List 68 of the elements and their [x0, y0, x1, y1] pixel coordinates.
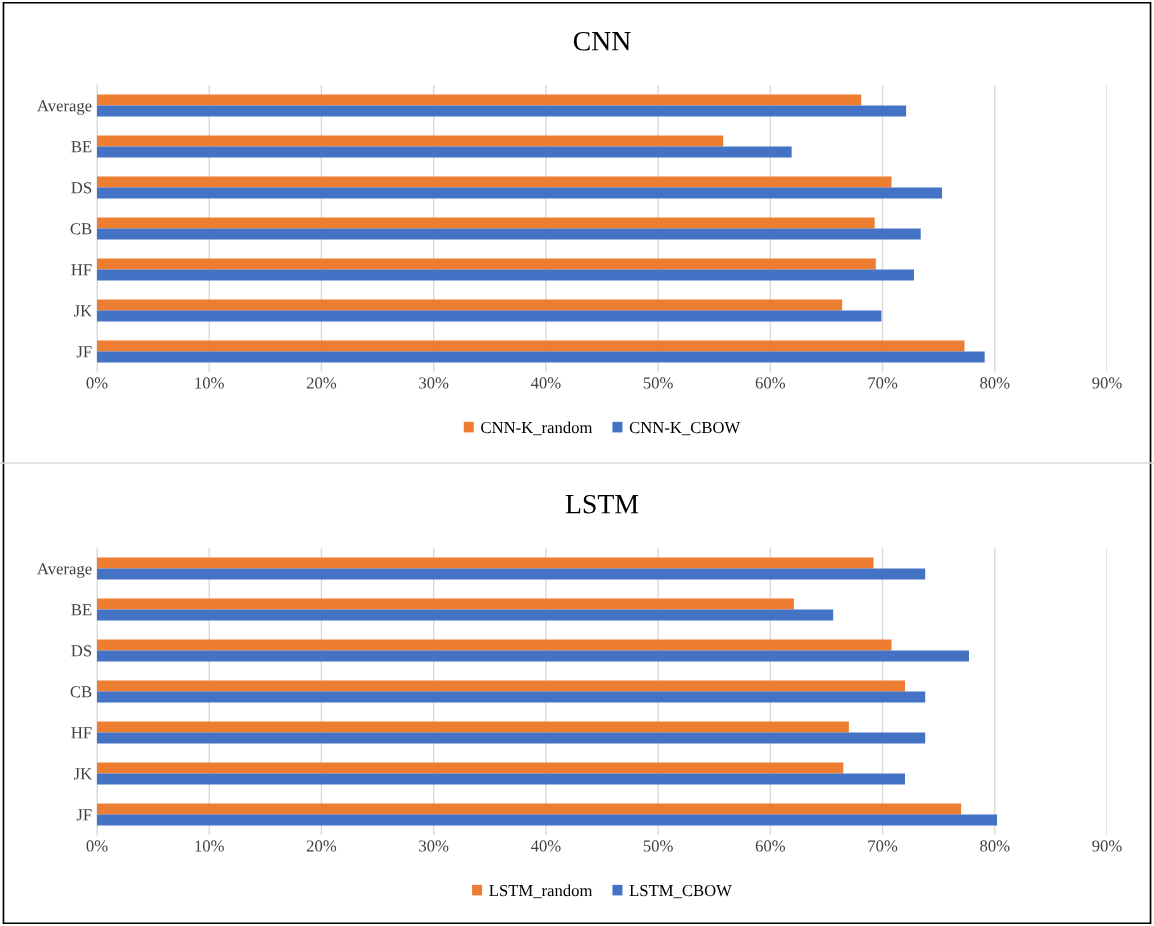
y-tick-label: HF	[71, 727, 92, 739]
y-tick-label: Average	[37, 100, 92, 115]
chart-title: LSTM	[565, 494, 639, 514]
x-tick-label: 30%	[419, 377, 449, 389]
x-tick-label: 0%	[86, 377, 108, 389]
x-tick-label: 80%	[980, 840, 1010, 852]
y-tick-label: Average	[37, 563, 92, 578]
bar	[97, 691, 926, 703]
y-tick-label: CB	[70, 686, 92, 698]
y-tick-label: BE	[71, 141, 92, 153]
bar	[97, 803, 962, 815]
x-tick-label: 40%	[530, 377, 561, 389]
legend-label: CNN-K_CBOW	[629, 421, 741, 436]
x-tick-label: 30%	[419, 840, 449, 852]
bar	[97, 773, 905, 785]
bar	[97, 217, 875, 229]
legend-label: LSTM_random	[489, 884, 593, 899]
bar	[97, 176, 892, 188]
x-tick-label: 90%	[1092, 377, 1122, 389]
bar	[97, 299, 843, 311]
bar	[97, 598, 794, 610]
bar	[97, 105, 907, 117]
bar	[97, 340, 965, 352]
bar	[97, 94, 862, 106]
x-tick-label: 90%	[1092, 840, 1122, 852]
bar	[97, 568, 926, 580]
x-tick-label: 70%	[868, 377, 898, 389]
y-tick-label: DS	[71, 645, 92, 657]
x-tick-label: 10%	[195, 840, 224, 852]
x-tick-label: 70%	[868, 840, 898, 852]
bar	[97, 639, 892, 651]
y-tick-label: JK	[73, 768, 92, 780]
legend-label: LSTM_CBOW	[629, 884, 732, 899]
x-tick-label: 60%	[755, 377, 786, 389]
x-tick-label: 20%	[306, 377, 337, 389]
bar	[97, 351, 985, 363]
y-tick-label: JK	[73, 305, 92, 317]
y-tick-label: CB	[70, 223, 92, 235]
bar	[97, 650, 969, 662]
bar	[97, 557, 874, 569]
x-tick-label: 20%	[306, 840, 337, 852]
y-tick-label: HF	[71, 264, 92, 276]
y-tick-label: JF	[76, 346, 92, 358]
bar	[97, 310, 882, 322]
bar	[97, 258, 876, 270]
x-tick-label: 40%	[530, 840, 561, 852]
bar	[97, 814, 998, 826]
bar	[97, 721, 849, 733]
legend-label: CNN-K_random	[481, 421, 593, 436]
y-tick-label: DS	[71, 182, 92, 194]
x-tick-label: 50%	[643, 840, 673, 852]
y-tick-label: BE	[71, 604, 92, 616]
bar	[97, 187, 943, 199]
chart-title: CNN	[573, 31, 631, 51]
bar	[97, 732, 926, 744]
bar	[97, 680, 905, 692]
bar	[97, 269, 914, 281]
bar	[97, 146, 792, 158]
bar	[97, 228, 921, 240]
y-tick-label: JF	[76, 809, 92, 821]
x-tick-label: 80%	[980, 377, 1010, 389]
x-tick-label: 0%	[86, 840, 108, 852]
bar	[97, 609, 834, 621]
x-tick-label: 60%	[755, 840, 786, 852]
x-tick-label: 50%	[643, 377, 673, 389]
bar	[97, 762, 844, 774]
bar	[97, 135, 724, 147]
x-tick-label: 10%	[195, 377, 224, 389]
